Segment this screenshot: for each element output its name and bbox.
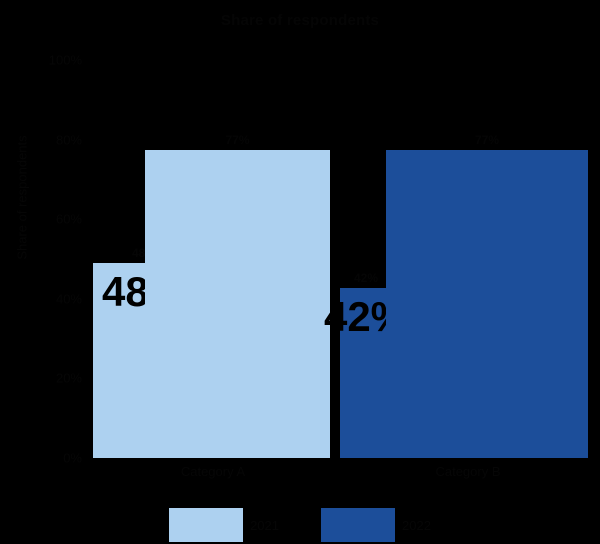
chart-title: Share of respondents bbox=[220, 12, 380, 29]
y-tick-label: 80% bbox=[55, 132, 82, 148]
y-axis: 100% 80% 60% 40% 20% 0% bbox=[0, 53, 88, 466]
y-tick-label: 100% bbox=[48, 52, 82, 68]
bar-b-2022[interactable]: 77% bbox=[386, 133, 588, 458]
legend-item-2021[interactable]: 2021 bbox=[169, 508, 279, 542]
bar-a-2022[interactable]: 77% bbox=[145, 133, 330, 458]
y-tick-label: 20% bbox=[55, 370, 82, 386]
bar-label: 42% bbox=[353, 271, 379, 285]
bar-label: 77% bbox=[225, 133, 250, 147]
x-tick-label: Category A bbox=[180, 464, 246, 479]
x-axis: Category A Category B bbox=[93, 462, 588, 496]
y-tick-label: 40% bbox=[55, 291, 82, 307]
bar-label: 77% bbox=[474, 133, 500, 147]
legend-item-label: 2021 bbox=[250, 517, 279, 533]
legend-item-label: 2022 bbox=[402, 517, 431, 533]
y-tick-label: 0% bbox=[63, 450, 82, 466]
x-tick-label: Category B bbox=[435, 464, 501, 479]
legend-swatch-icon bbox=[169, 508, 244, 542]
legend-swatch-icon bbox=[321, 508, 395, 542]
bar-b-2021[interactable]: 42% 42% bbox=[324, 271, 408, 458]
y-tick-label: 60% bbox=[55, 211, 82, 227]
plot-area: 48% 48% 77% 42% 42% 77% bbox=[93, 60, 588, 458]
legend: 2021 2022 bbox=[0, 508, 600, 544]
y-axis-title: Share of respondents bbox=[14, 135, 30, 260]
legend-item-2022[interactable]: 2022 bbox=[321, 508, 431, 542]
